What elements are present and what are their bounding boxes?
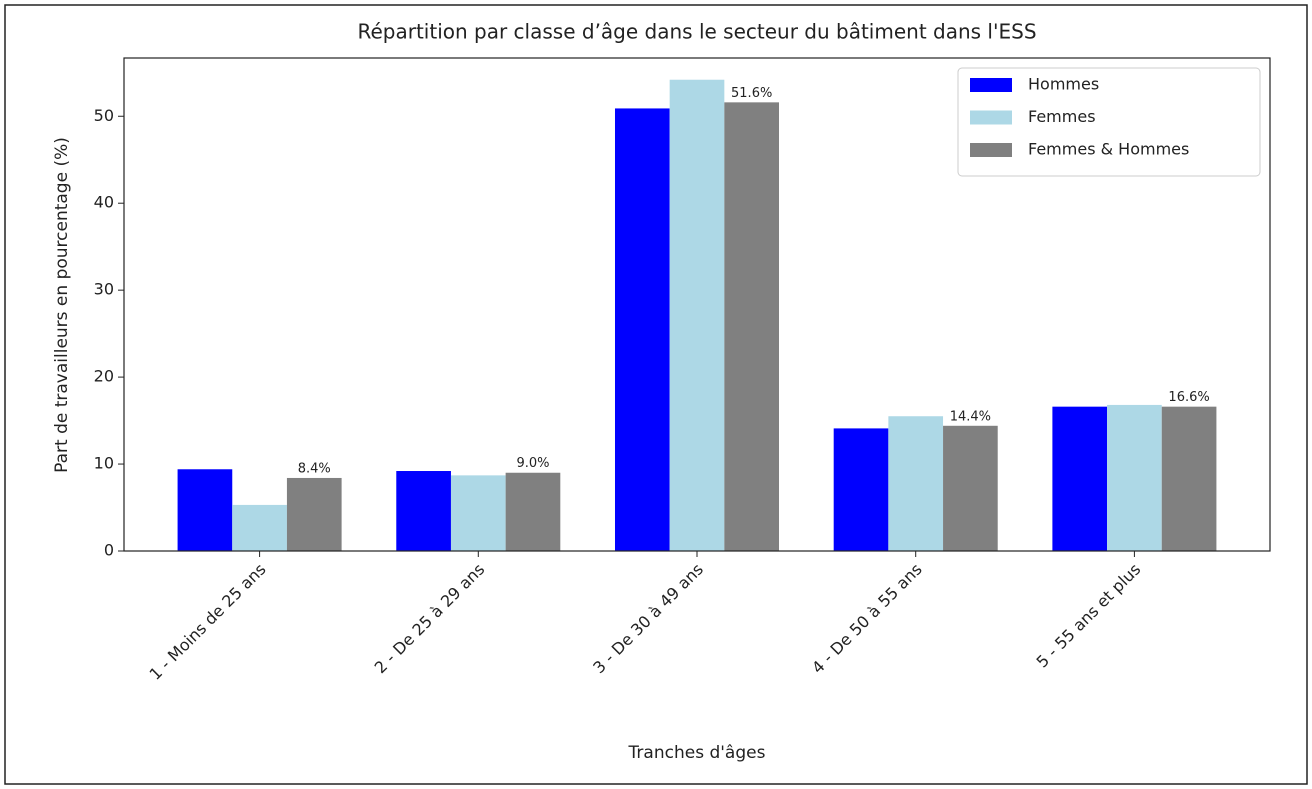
bar — [943, 425, 998, 551]
bar — [177, 469, 233, 551]
bar — [450, 475, 506, 551]
bar — [888, 416, 944, 551]
y-tick-label: 40 — [94, 193, 114, 212]
value-label: 51.6% — [731, 86, 772, 101]
bar — [724, 102, 780, 551]
bar — [669, 79, 725, 551]
value-label: 8.4% — [298, 461, 331, 476]
y-axis-label: Part de travailleurs en pourcentage (%) — [52, 137, 72, 473]
legend-label: Femmes & Hommes — [1028, 140, 1189, 159]
bar — [505, 472, 561, 551]
legend-swatch — [970, 78, 1012, 92]
plot-border — [123, 57, 1271, 552]
y-tick-label: 20 — [94, 367, 114, 386]
bar — [1161, 406, 1217, 551]
chart-title: Répartition par classe d’âge dans le sec… — [357, 20, 1036, 44]
value-label: 9.0% — [516, 456, 549, 471]
legend-box — [957, 67, 1261, 177]
bar — [614, 108, 670, 552]
bar — [232, 504, 287, 551]
y-tick-label: 50 — [94, 106, 114, 125]
y-tick-label: 0 — [104, 541, 114, 560]
x-axis-label: Tranches d'âges — [628, 743, 766, 763]
bar — [1107, 404, 1162, 551]
legend-label: Hommes — [1028, 75, 1099, 94]
bar — [833, 428, 889, 551]
y-tick-label: 30 — [94, 280, 114, 299]
value-label: 16.6% — [1168, 390, 1209, 405]
bar — [396, 471, 451, 551]
legend-swatch — [970, 110, 1012, 125]
value-label: 14.4% — [950, 409, 991, 424]
legend-swatch — [970, 143, 1012, 157]
bar — [1052, 406, 1108, 551]
y-tick-label: 10 — [94, 454, 114, 473]
legend-label: Femmes — [1028, 107, 1096, 126]
bar — [286, 477, 342, 551]
